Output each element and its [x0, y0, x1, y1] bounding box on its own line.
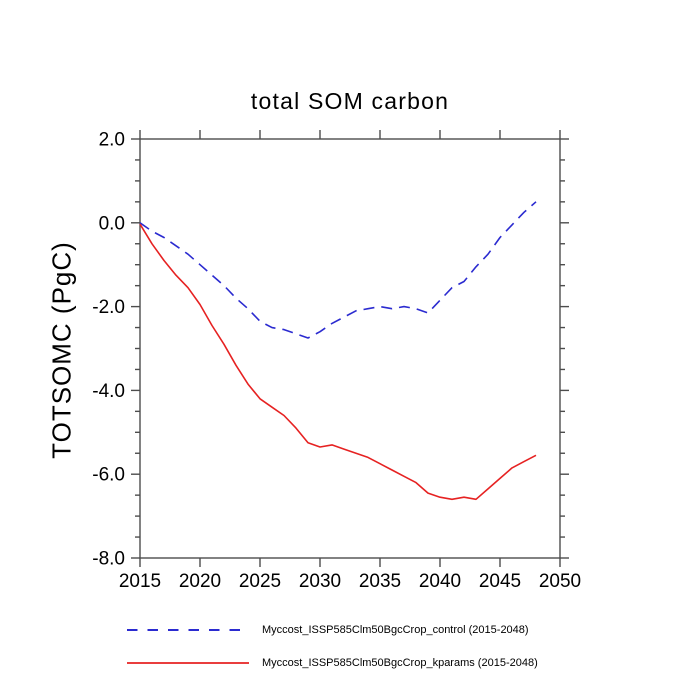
y-tick-label: -2.0 — [92, 297, 125, 318]
legend-item-control: Myccost_ISSP585Clm50BgcCrop_control (201… — [126, 622, 529, 638]
legend-label-control: Myccost_ISSP585Clm50BgcCrop_control (201… — [262, 624, 529, 636]
legend-item-kparams: Myccost_ISSP585Clm50BgcCrop_kparams (201… — [126, 655, 538, 671]
x-tick-label: 2015 — [119, 571, 161, 592]
x-tick-label: 2045 — [479, 571, 521, 592]
y-tick-label: 0.0 — [99, 213, 125, 234]
x-tick-label: 2050 — [539, 571, 581, 592]
y-tick-label: -6.0 — [92, 465, 125, 486]
chart-title: total SOM carbon — [250, 88, 450, 114]
series-line-kparams — [139, 223, 537, 501]
solid-line-icon — [127, 662, 249, 664]
series-line-control — [139, 201, 537, 339]
y-tick-label: 2.0 — [99, 130, 125, 151]
y-tick-label: -8.0 — [92, 549, 125, 570]
dashed-line-icon — [127, 629, 249, 631]
x-tick-label: 2030 — [299, 571, 341, 592]
y-tick-label: -4.0 — [92, 381, 125, 402]
legend-label-kparams: Myccost_ISSP585Clm50BgcCrop_kparams (201… — [262, 657, 538, 669]
x-tick-label: 2020 — [179, 571, 221, 592]
x-tick-label: 2025 — [239, 571, 281, 592]
x-tick-label: 2035 — [359, 571, 401, 592]
plot-frame — [139, 138, 561, 559]
x-tick-label: 2040 — [419, 571, 461, 592]
